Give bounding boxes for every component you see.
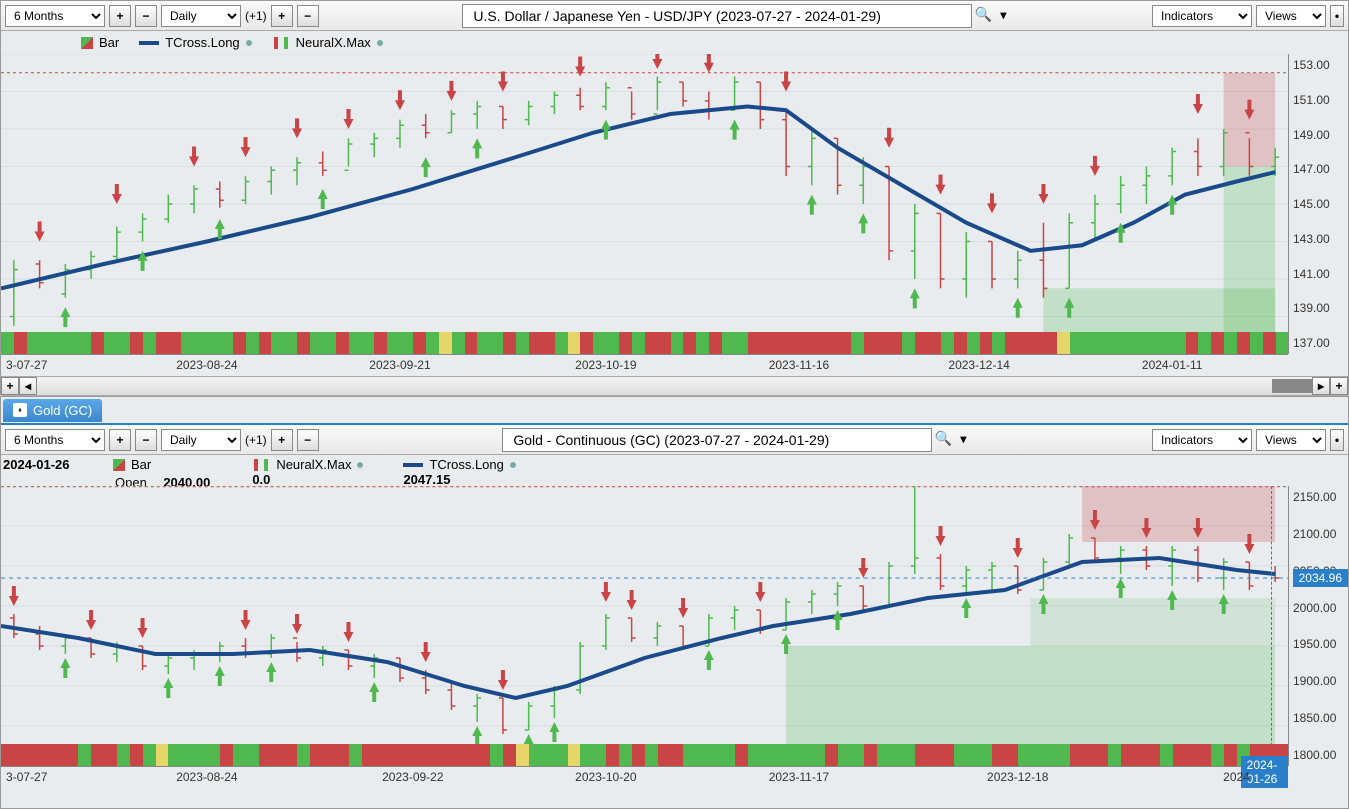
tab-bar: ⬪ Gold (GC) (1, 397, 1348, 425)
indicator-stripe (1, 332, 1288, 354)
freq-select[interactable]: Daily (161, 5, 241, 27)
search-icon[interactable] (932, 428, 954, 450)
bar-icon (113, 459, 125, 471)
zoom-in-button[interactable]: + (109, 429, 131, 451)
offset-label: (+1) (245, 9, 267, 23)
indicators-select[interactable]: Indicators (1152, 5, 1252, 27)
more-button[interactable]: • (1330, 429, 1344, 451)
tab-label: Gold (GC) (33, 403, 92, 418)
y-axis: 153.00151.00149.00147.00145.00143.00141.… (1288, 54, 1348, 354)
legend-bar: Bar (99, 35, 119, 50)
add-pane-button[interactable]: + (1, 377, 19, 395)
freq-select[interactable]: Daily (161, 429, 241, 451)
x-axis: 2024-01-26 3-07-272023-08-242023-09-2220… (1, 766, 1288, 788)
line-icon (403, 463, 423, 467)
legend-tcross: TCross.Long (429, 457, 503, 472)
symbol-title[interactable]: Gold - Continuous (GC) (2023-07-27 - 202… (502, 428, 932, 452)
top-chart[interactable]: 153.00151.00149.00147.00145.00143.00141.… (1, 54, 1348, 354)
symbol-title[interactable]: U.S. Dollar / Japanese Yen - USD/JPY (20… (462, 4, 972, 28)
legend-bar: Bar (131, 457, 151, 472)
neural-value: 0.0 (252, 472, 270, 487)
scroll-bar[interactable]: + ◂ ▸ + (1, 376, 1348, 396)
top-legend: Bar TCross.Long NeuralX.Max (1, 31, 1348, 54)
x-axis: 3-07-272023-08-242023-09-212023-10-19202… (1, 354, 1288, 376)
zoom-out-button[interactable]: − (135, 429, 157, 451)
indicators-select[interactable]: Indicators (1152, 429, 1252, 451)
inc-button[interactable]: + (271, 5, 293, 27)
dec-button[interactable]: − (297, 429, 319, 451)
y-axis: 2150.002100.002050.002000.001950.001900.… (1288, 486, 1348, 766)
legend-neural: NeuralX.Max (276, 457, 351, 472)
range-select[interactable]: 6 Months (5, 5, 105, 27)
offset-label: (+1) (245, 433, 267, 447)
inc-button[interactable]: + (271, 429, 293, 451)
indicator-stripe (1, 744, 1288, 766)
search-icon[interactable] (972, 4, 994, 26)
tab-gold[interactable]: ⬪ Gold (GC) (3, 399, 102, 422)
cursor-line (1271, 486, 1272, 766)
views-select[interactable]: Views (1256, 5, 1326, 27)
views-select[interactable]: Views (1256, 429, 1326, 451)
add-pane-right-button[interactable]: + (1330, 377, 1348, 395)
range-select[interactable]: 6 Months (5, 429, 105, 451)
line-icon (139, 41, 159, 45)
chart-icon: ⬪ (13, 403, 27, 417)
tcross-value: 2047.15 (403, 472, 450, 487)
scroll-right-icon[interactable]: ▸ (1312, 377, 1330, 395)
neural-icon (272, 37, 290, 49)
bottom-chart[interactable]: 2150.002100.002050.002000.001950.001900.… (1, 486, 1348, 766)
scroll-left-icon[interactable]: ◂ (19, 377, 37, 395)
zoom-in-button[interactable]: + (109, 5, 131, 27)
top-toolbar: 6 Months + − Daily (+1) + − U.S. Dollar … (1, 1, 1348, 31)
neural-icon (252, 459, 270, 471)
zoom-out-button[interactable]: − (135, 5, 157, 27)
search-dropdown-icon[interactable] (954, 428, 968, 450)
bottom-toolbar: 6 Months + − Daily (+1) + − Gold - Conti… (1, 425, 1348, 455)
dec-button[interactable]: − (297, 5, 319, 27)
price-flag: 2034.96 (1293, 569, 1348, 587)
legend-neural: NeuralX.Max (296, 35, 371, 50)
cursor-date: 2024-01-26 (3, 457, 70, 472)
more-button[interactable]: • (1330, 5, 1344, 27)
search-dropdown-icon[interactable] (994, 4, 1008, 26)
legend-tcross: TCross.Long (165, 35, 239, 50)
bar-icon (81, 37, 93, 49)
